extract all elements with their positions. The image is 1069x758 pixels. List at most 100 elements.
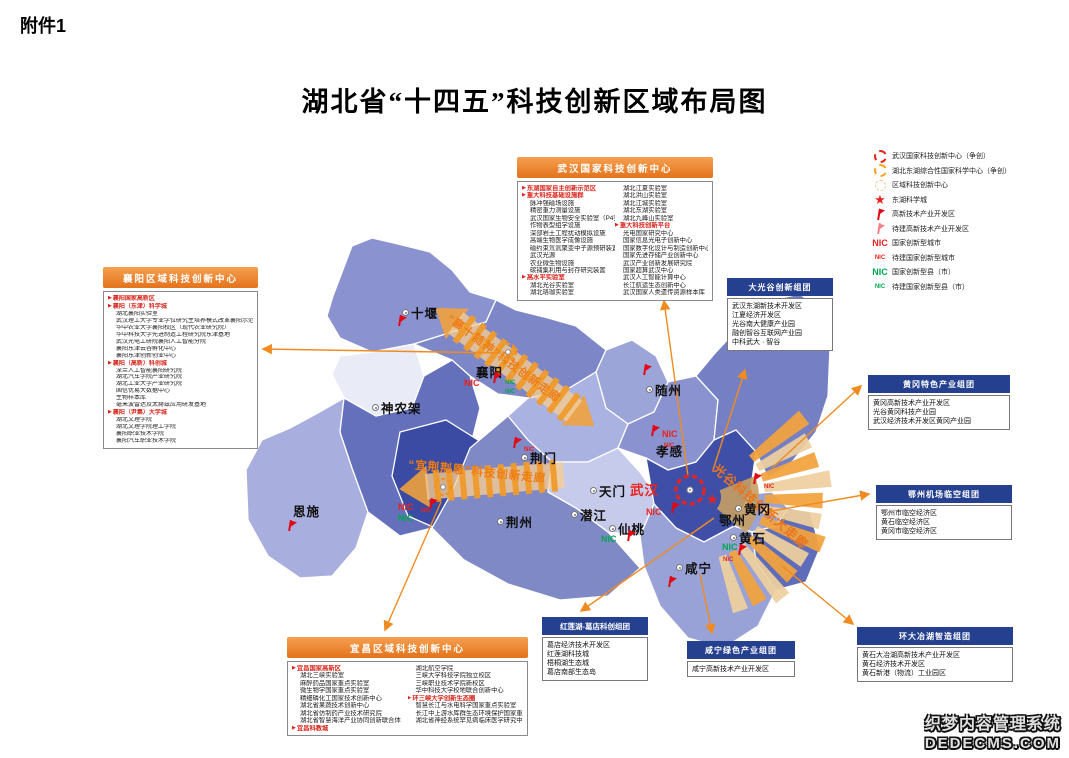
panel-item-row: 湖北文理学院理工学院 [116,424,177,431]
group-dayehu-title: 环大冶湖智造组团 [857,627,1013,645]
watermark-line2: DEDECMS.COM [924,734,1061,752]
panel-item-row: 湖北省仿制药产业技术研究院 [300,709,382,717]
panel-item-row: 襄阳职业技术学院 [116,431,165,438]
panel-item-row: 深部岩土工程扰动模拟设施 [530,229,606,237]
group-item: 黄石经济技术开发区 [862,660,925,668]
panel-item-row: 湖北光谷实验室 [530,281,575,289]
panel-section-row: ▶宜昌国家高新区 [292,665,341,672]
legend-label: 国家创新型城市 [892,240,941,248]
panel-section-row: ▶宜昌科教城 [292,724,329,732]
panel-item-row: 国家数字化设计与制造创新中心 [623,244,708,252]
panel-item-row: 湖北襄阳实验室 [116,310,159,317]
group-ezhou-items: 鄂州市临空经济区 黄石临空经济区 黄冈市临空经济区 [876,505,1012,540]
map-marker-nic-red-sm: NIC [723,549,733,565]
nic-icon: NIC [664,443,675,449]
panel-item-row: 湖北珞珈实验室 [530,289,575,297]
group-xianning-items: 咸宁高新技术产业开发区 [687,661,795,678]
panel-item-row: 碳捕集利用与封存研究装置 [530,266,606,274]
group-item: 光谷黄冈科技产业园 [873,408,936,416]
region-xianning [639,502,777,649]
group-item: 武汉东湖新技术开发区 [732,302,802,310]
group-item: 葛店经济技术开发区 [547,641,610,649]
nic-icon: NIC [646,507,662,517]
panel-item-row: 智慧长江与水电科学国家重点实验室 [415,702,517,710]
legend-label: 武汉国家科技创新中心（争创） [892,153,990,161]
wuhan-nstc-circle [674,474,706,506]
panel-item-row: 光电国家研究中心 [623,229,674,237]
map-marker-nic-green: NIC [398,509,414,525]
flag-icon [669,502,680,513]
map-city-label: 十堰 [402,303,438,322]
map-marker-flag [751,472,762,488]
panel-item-row: 精密重力测量设施 [530,207,581,215]
panel-item-row: 武汉国家人类遗传资源样本库 [623,289,705,297]
map-city-label: 随州 [646,380,682,399]
map-marker-nic-green: NIC [601,530,617,546]
legend-item: 待建高新技术产业开发区 [868,222,1028,237]
watermark-line1: 织梦内容管理系统 [924,716,1061,734]
group-huanggang-title: 黄冈特色产业组团 [868,375,1010,393]
nic-icon: NIC [398,502,414,512]
panel-xiangyang-body: ▶襄阳国家高新区 ▶襄阳（东津）科学城 湖北襄阳实验室 武汉理工大学专业学位研究生培养… [103,291,258,450]
panel-item-row: 华中农业大学襄阳校区（现代农业研究院） [116,324,231,331]
group-xianning: 咸宁绿色产业组团 咸宁高新技术产业开发区 [687,641,795,678]
map-marker-flag [649,424,660,440]
donghu-science-city-star: ★ [706,491,719,507]
dashed-circle-icon [874,179,886,191]
group-item: 武汉经济技术开发区黄冈产业园 [873,417,971,425]
flag-icon [751,473,762,484]
corridor-arrow-xiangshisuishen [435,307,595,427]
flag-icon [666,576,677,587]
nic-icon: NIC [524,447,535,453]
panel-section-row: ▶襄阳（高新）科创城 [108,359,167,367]
dashed-circle-icon [873,164,887,178]
panel-section-row: ▶重大科技基础设施群 [522,192,584,200]
panel-item-row: 武汉产业创新发展研究院 [623,259,693,267]
panel-item-row: 华中科技大学先进制造工程研究院东津基地 [116,331,231,338]
group-item: 红莲湖科技城 [547,650,589,658]
group-item: 黄石新港（物流）工业园区 [862,669,946,677]
nic-icon: NIC [398,513,414,523]
panel-item-row: 生物样本库 [116,395,147,402]
panel-section-row: ▶东湖国家自主创新示范区 [522,185,597,192]
panel-item-row: 湖北三峡实验室 [300,672,345,680]
panel-wuhan-body: ▶东湖国家自主创新示范区 ▶重大科技基础设施群 脉冲强磁场设施 精密重力测量设施 武汉国… [517,181,713,301]
panel-item-row: 华中科技大学校地联合创新中心 [415,687,504,695]
legend-item: 区域科技创新中心 [868,178,1028,193]
legend-item: 武汉国家科技创新中心（争创） [868,149,1028,164]
group-item: 黄石临空经济区 [881,518,930,526]
group-item: 光谷南大健康产业园 [732,320,795,328]
map-marker-nic-red-sm: NIC [664,435,674,451]
panel-item-row: 毫米波雷达及太赫兹应用研发基地 [116,402,207,409]
group-dayehu: 环大冶湖智造组团 黄石大冶湖高新技术产业开发区 黄石经济技术开发区 黄石新港（物流）… [857,627,1013,682]
group-honglianhu: 红莲湖-葛店科创组团 葛店经济技术开发区 红莲湖科技城 梧桐湖生态城 葛店南部生态岛 [542,617,648,681]
flag-icon [511,437,522,448]
nic-icon: NIC [874,254,886,261]
map-marker-nic-green-sm: NIC [505,381,515,397]
connector-lines [261,299,871,635]
panel-item-row: 精细磷化工国家技术创新中心 [300,694,382,702]
panel-yichang-col2: 湖北航空学院 三峡大学科技学院独立校区 三峡职业技术学院新校区 华中科技大学校地联合创… [408,665,524,732]
panel-item-row: 微生物学国家重点实验室 [300,687,370,695]
panel-wuhan-col1: ▶东湖国家自主创新示范区 ▶重大科技基础设施群 脉冲强磁场设施 精密重力测量设施 武汉国… [522,185,615,297]
group-huanggang: 黄冈特色产业组团 黄冈高新技术产业开发区 光谷黄冈科技产业园 武汉经济技术开发区黄冈… [868,375,1010,430]
map-marker-flag [511,436,522,452]
legend-label: 湖北东湖综合性国家科学中心（争创） [892,167,1011,175]
group-dayehu-items: 黄石大冶湖高新技术产业开发区 黄石经济技术开发区 黄石新港（物流）工业园区 [857,647,1013,682]
panel-section-row: ▶襄阳（尹集）大学城 [108,409,167,417]
panel-item-row: 三峡职业技术学院新校区 [415,679,485,687]
yichang-ric-circle [433,477,453,497]
panel-item-row: 湖北省果蔬技术创新中心 [300,702,370,710]
panel-item-row: 湖北江夏实验室 [623,185,668,192]
guanggu-corridor-fan [716,410,832,614]
group-item: 黄冈市临空经济区 [881,527,937,535]
map-city-label: 鄂州 [719,514,747,528]
panel-item-row: 国家信息光电子创新中心 [623,237,693,245]
panel-item-row: 武汉光电工研院襄阳人工智能分院 [116,338,207,345]
map-marker-nic-red: NIC [398,498,414,514]
panel-item-row: 国家先进存储产业创新中心 [623,252,699,260]
map-marker-flag [736,543,747,559]
group-ezhou: 鄂州机场临空组团 鄂州市临空经济区 黄石临空经济区 黄冈市临空经济区 [876,485,1012,540]
nic-icon: NIC [764,484,775,490]
